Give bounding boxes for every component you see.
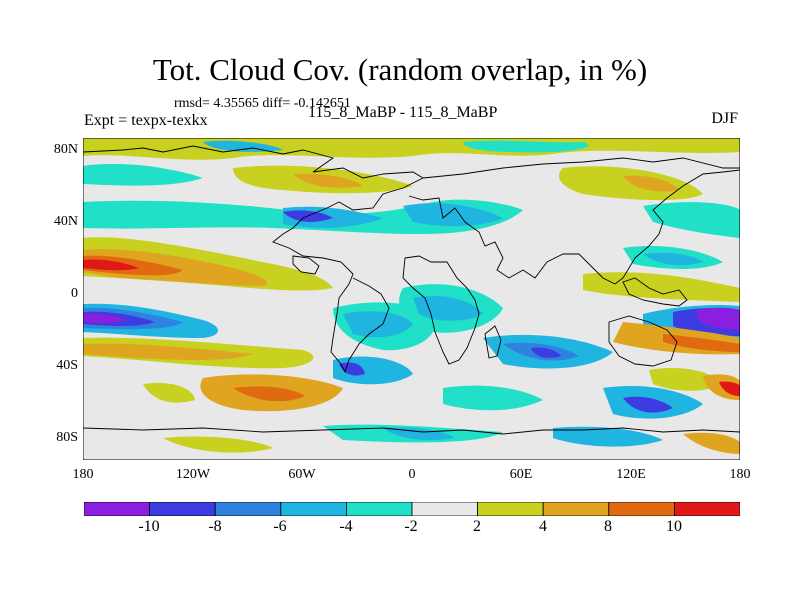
lon-tick-label: 60W: [288, 467, 316, 482]
colorbar-swatch: [477, 502, 544, 516]
lon-tick-label: 60E: [509, 467, 533, 482]
lon-tick-label: 120E: [616, 467, 646, 482]
lat-tick-label: 80S: [56, 430, 78, 445]
experiment-names: 115_8_MaBP - 115_8_MaBP: [308, 104, 498, 121]
colorbar-label: -10: [138, 518, 160, 535]
colorbar-label: 8: [604, 518, 612, 535]
coastlines: [83, 145, 740, 435]
lon-tick-label: 180: [729, 467, 751, 482]
colorbar-label: -8: [208, 518, 222, 535]
contour-fill: [83, 138, 740, 460]
colorbar-swatch: [280, 502, 347, 516]
colorbar-label: 2: [473, 518, 481, 535]
colorbar: [84, 502, 740, 516]
experiment-id-label: Expt = texpx-texkx: [84, 112, 208, 129]
lat-tick-label: 40S: [56, 358, 78, 373]
lon-tick-label: 0: [408, 467, 416, 482]
colorbar-swatch: [542, 502, 610, 516]
colorbar-swatch: [149, 502, 216, 516]
lat-tick-label: 0: [71, 286, 78, 301]
colorbar-label: -4: [339, 518, 353, 535]
lat-tick-label: 80N: [53, 142, 78, 157]
lon-tick-label: 120W: [175, 467, 211, 482]
colorbar-swatch: [214, 502, 282, 516]
colorbar-swatch: [674, 502, 740, 516]
lat-tick-label: 40N: [53, 214, 78, 229]
colorbar-swatch: [345, 502, 413, 516]
season-label: DJF: [711, 110, 738, 127]
plot-title: Tot. Cloud Cov. (random overlap, in %): [152, 52, 648, 87]
lon-tick-label: 180: [72, 467, 94, 482]
colorbar-label: 10: [666, 518, 682, 535]
colorbar-swatch: [411, 502, 478, 516]
colorbar-swatch: [608, 502, 675, 516]
anomaly-map: [83, 138, 740, 460]
rmsd-diff-stats: rmsd= 4.35565 diff= -0.142651: [174, 96, 351, 111]
colorbar-label: 4: [539, 518, 547, 535]
colorbar-swatch: [84, 502, 150, 516]
colorbar-label: -2: [404, 518, 418, 535]
colorbar-label: -6: [273, 518, 287, 535]
